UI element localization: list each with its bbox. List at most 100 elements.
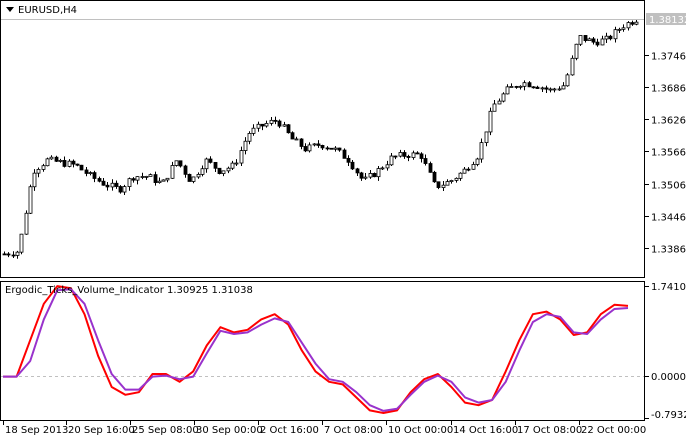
candle-body: [574, 43, 579, 59]
candle-body: [454, 177, 459, 181]
candle-body: [333, 147, 338, 150]
candle-body: [217, 167, 222, 174]
candle-body: [492, 103, 497, 112]
candle-body: [479, 142, 484, 160]
candle-body: [290, 132, 295, 140]
candle-body: [385, 164, 390, 169]
price-panel[interactable]: [0, 0, 645, 278]
main-line: [3, 285, 629, 414]
candle-body: [174, 160, 179, 166]
candle-body: [247, 133, 252, 142]
candle-body: [11, 254, 16, 257]
candle-body: [157, 180, 162, 183]
candle-body: [432, 171, 437, 183]
indicator-axis-min: -0.79329: [651, 410, 686, 421]
candle-body: [299, 138, 304, 147]
candle-body: [531, 86, 536, 89]
candle-body: [24, 212, 29, 235]
candle-body: [466, 168, 471, 171]
candle-body: [110, 182, 115, 188]
indicator-label: Ergodic_Ticks_Volume_Indicator 1.30925 1…: [5, 285, 253, 296]
candle-body: [239, 150, 244, 164]
candle-body: [101, 180, 106, 186]
candle-body: [527, 82, 532, 88]
candle-body: [144, 175, 149, 178]
candle-body: [329, 147, 334, 150]
candle-body: [441, 184, 446, 188]
candle-body: [54, 156, 59, 162]
candle-body: [505, 86, 510, 95]
candle-body: [178, 160, 183, 167]
candle-body: [548, 88, 553, 91]
price-tick-label: 1.37460: [651, 52, 686, 63]
candle-body: [578, 35, 583, 45]
candle-body: [415, 152, 420, 155]
candle-body: [557, 88, 562, 91]
candle-body: [148, 174, 153, 177]
candle-body: [363, 176, 368, 179]
candle-body: [449, 180, 454, 182]
candle-body: [277, 120, 282, 127]
candle-body: [36, 169, 41, 174]
candle-body: [423, 158, 428, 164]
time-tick-label: 18 Sep 2013: [5, 425, 68, 436]
candle-body: [445, 181, 450, 186]
candle-body: [544, 87, 549, 90]
candle-body: [127, 178, 132, 187]
candle-body: [97, 178, 102, 182]
candle-body: [118, 186, 123, 193]
candle-body: [342, 149, 347, 159]
candle-body: [84, 169, 89, 174]
candle-body: [509, 86, 514, 88]
candle-body: [613, 29, 618, 40]
candle-body: [28, 186, 33, 214]
candle-body: [583, 35, 588, 41]
candle-body: [630, 22, 635, 25]
candle-body: [552, 88, 557, 91]
candle-body: [316, 143, 321, 146]
candle-body: [307, 144, 312, 152]
symbol-label: EURUSD,H4: [18, 5, 77, 16]
candle-body: [234, 162, 239, 165]
candle-body: [600, 38, 605, 46]
time-tick-label: 7 Oct 08:00: [324, 425, 383, 436]
candle-body: [337, 147, 342, 151]
candle-body: [402, 152, 407, 157]
candle-body: [2, 253, 7, 256]
candle-body: [200, 168, 205, 175]
candle-body: [591, 38, 596, 43]
candle-body: [282, 124, 287, 127]
candle-body: [518, 85, 523, 88]
symbol-menu-triangle-icon[interactable]: [6, 7, 14, 12]
candle-body: [153, 174, 158, 183]
candle-body: [587, 38, 592, 41]
candle-body: [565, 74, 570, 87]
candle-body: [71, 160, 76, 165]
candle-body: [303, 146, 308, 152]
candle-body: [269, 119, 274, 124]
candle-body: [183, 165, 188, 175]
candle-body: [273, 119, 278, 122]
candle-body: [196, 173, 201, 178]
candle-body: [488, 110, 493, 133]
candle-body: [170, 165, 175, 179]
candle-body: [135, 176, 140, 181]
candle-body: [165, 177, 170, 181]
candle-body: [350, 161, 355, 170]
candle-body: [49, 156, 54, 160]
candle-body: [372, 173, 377, 178]
candle-body: [226, 167, 231, 172]
candle-body: [88, 172, 93, 174]
candle-body: [208, 158, 213, 163]
candle-body: [501, 93, 506, 102]
candle-body: [368, 173, 373, 178]
time-tick-label: 20 Sep 16:00: [68, 425, 135, 436]
current-price-tag: [646, 13, 686, 25]
price-tick-label: 1.33860: [651, 245, 686, 256]
time-tick-label: 17 Oct 08:00: [517, 425, 582, 436]
candle-body: [570, 57, 575, 76]
candle-body: [191, 176, 196, 182]
indicator-panel[interactable]: [0, 281, 645, 421]
